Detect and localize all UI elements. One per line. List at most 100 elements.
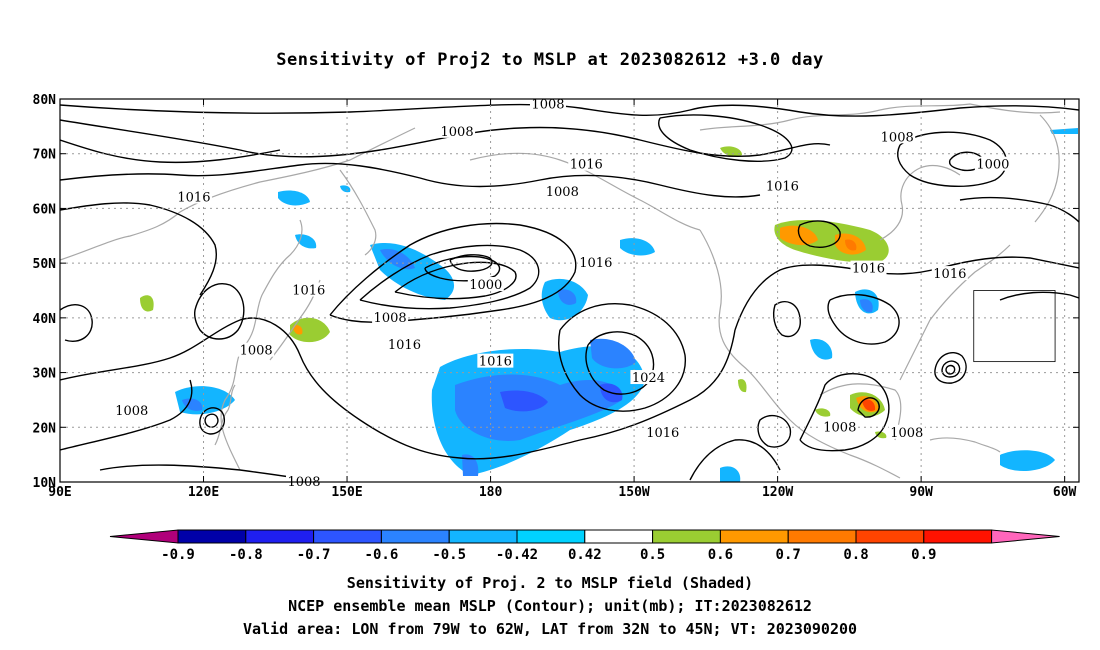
caption-shaded-field: Sensitivity of Proj. 2 to MSLP field (Sh… [346,574,754,592]
mslp-contour [999,291,1079,301]
colorbar-segment [719,529,789,544]
colorbar-label: -0.7 [297,547,331,563]
x-tick-label: 180 [479,485,503,500]
mslp-contour [941,360,961,378]
mslp-contour [60,162,761,198]
sensitivity-shading [140,128,1078,482]
contour-label: 1008 [113,402,150,419]
mslp-contour [199,407,226,435]
colorbar-segment [177,529,247,544]
contour-label-text: 1008 [531,97,564,112]
positive-sensitivity-region [845,239,857,251]
negative-sensitivity-region [558,289,577,305]
map-frame [59,98,1080,483]
asia-coastline [60,127,416,261]
positive-sensitivity-region [720,146,742,157]
contour-label: 1008 [544,184,581,200]
mslp-contour [734,256,1079,331]
contour-label: 1016 [577,255,614,271]
contour-label: 1016 [477,353,514,370]
mslp-contour [857,397,880,418]
contour-label-text: 1008 [823,420,856,435]
colorbar-label: -0.5 [432,547,466,563]
negative-sensitivity-region [860,299,873,313]
x-axis: 90E 120E 150E 180 150W 120W 90W 60W [48,99,1077,500]
colorbar: -0.9 -0.8 -0.7 -0.6 -0.5 -0.42 0.42 0.5 0.6 0.7 0.… [109,529,1060,563]
y-tick-label: 80N [33,93,57,108]
colorbar-segment [313,529,382,544]
y-tick-label: 20N [33,421,57,436]
x-tick-label: 150E [331,485,362,500]
caption-contour-field: NCEP ensemble mean MSLP (Contour); unit(… [288,597,812,615]
contour-label-text: 1008 [546,185,579,200]
contour-label: 1016 [644,424,681,441]
colorbar-segment [584,529,654,544]
grid-lines [60,99,1079,482]
x-tick-label: 120E [188,485,219,500]
mslp-contour [934,352,967,384]
sensitivity-map: 1008 1008 1008 1016 1016 1000 1008 1016 1016 1000… [33,93,1080,563]
colorbar-segment [923,529,993,544]
mslp-contour [945,364,956,375]
contour-label-text: 1016 [570,158,603,173]
colorbar-label: 0.8 [843,547,868,563]
y-tick-label: 30N [33,367,57,382]
negative-sensitivity-region [500,390,548,412]
x-tick-label: 90E [48,485,71,500]
colorbar-label: -0.6 [365,547,399,563]
contour-label: 1000 [974,156,1011,173]
positive-sensitivity-region [875,431,887,439]
contour-label-text: 1008 [441,125,474,140]
colorbar-segment [380,529,450,544]
contour-label: 1008 [372,309,409,326]
contour-label-text: 1000 [469,278,502,293]
negative-sensitivity-region [1000,450,1055,472]
colorbar-extension-high [991,529,1060,544]
colorbar-segment [787,529,857,544]
contour-label-text: 1016 [292,284,325,299]
colorbar-label: 0.5 [640,547,665,563]
colorbar-extension-low [109,529,179,544]
contour-label-text: 1016 [177,190,210,205]
y-tick-label: 50N [33,257,57,272]
caption-valid-area: Valid area: LON from 79W to 62W, LAT fro… [242,620,858,638]
y-axis: 10N 20N 30N 40N 50N 60N 70N 80N [33,93,1079,491]
y-tick-label: 60N [33,202,57,217]
mslp-contour [897,131,1008,188]
mslp-contour [60,139,281,164]
gulf-coastline [819,383,902,441]
contour-label-text: 1016 [388,338,421,353]
colorbar-segment [855,529,925,544]
colorbar-label: -0.42 [496,547,538,563]
mslp-contour [558,303,686,412]
contour-label-text: 1016 [766,180,799,195]
contour-label: 1016 [850,260,887,277]
colorbar-label: 0.6 [708,547,733,563]
mslp-contour [60,317,736,460]
chart-title: Sensitivity of Proj2 to MSLP at 20230826… [276,50,824,70]
mslp-contour [60,379,193,451]
colorbar-segment [652,529,721,544]
positive-sensitivity-region [290,317,330,343]
mslp-contour [449,254,493,272]
negative-sensitivity-region [278,190,310,206]
valid-area-box [973,290,1056,363]
negative-sensitivity-region [380,249,415,270]
contour-label-text: 1024 [632,371,665,386]
mslp-contour [959,196,1079,223]
contour-label: 1016 [764,178,801,195]
positive-sensitivity-region [293,325,303,335]
mslp-contour [60,202,217,296]
contour-label-text: 1016 [852,262,885,277]
contour-label: 1008 [888,424,925,441]
contour-label: 1000 [467,277,504,293]
mslp-contour [689,439,781,481]
arctic-coastline [699,103,1061,131]
mslp-contour [60,304,93,342]
x-tick-label: 120W [762,485,793,500]
negative-sensitivity-region [810,339,833,360]
x-tick-label: 60W [1053,485,1077,500]
negative-sensitivity-region [620,238,655,256]
mslp-contour [60,103,1079,117]
x-tick-label: 150W [618,485,649,500]
